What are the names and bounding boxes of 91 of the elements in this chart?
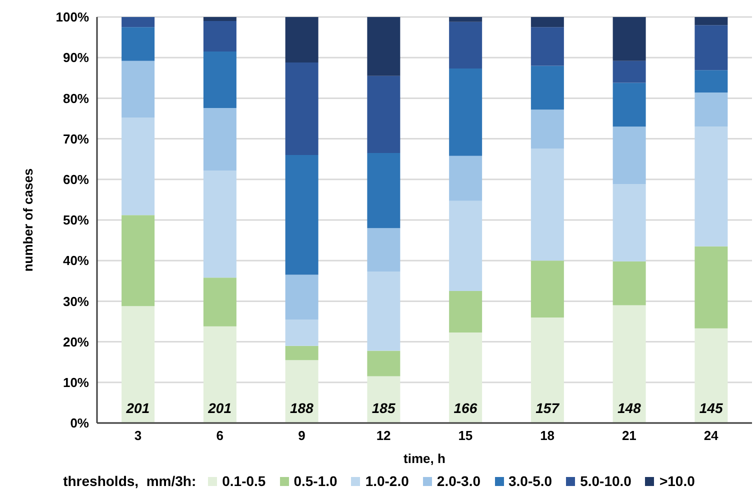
- bar: [694, 126, 728, 246]
- bar: [530, 317, 564, 423]
- bar: [694, 246, 728, 328]
- bar: [694, 17, 728, 26]
- legend-label: 0.1-0.5: [221, 473, 266, 489]
- bar: [612, 305, 646, 423]
- legend-label: 3.0-5.0: [508, 473, 552, 489]
- x-tick-label: 9: [298, 428, 306, 444]
- x-axis-title: time, h: [404, 451, 446, 466]
- y-tick-label: 70%: [62, 131, 90, 146]
- bar: [203, 326, 236, 423]
- bar: [694, 92, 728, 127]
- bar: [122, 27, 155, 61]
- bar: [203, 278, 236, 326]
- y-tick-label: 0%: [70, 416, 90, 431]
- bar: [449, 200, 482, 292]
- bar: [367, 228, 400, 272]
- x-tick-label: 18: [540, 428, 555, 444]
- bar: [694, 328, 728, 423]
- bar: [367, 17, 400, 76]
- bar: [285, 360, 318, 423]
- bar: [694, 25, 728, 70]
- annotation: 201: [125, 400, 150, 416]
- legend-label: 0.5-1.0: [292, 473, 338, 489]
- x-tick-label: 3: [134, 428, 142, 444]
- bar: [449, 17, 482, 22]
- y-tick-label: 50%: [62, 212, 90, 228]
- bar: [203, 17, 236, 22]
- bar: [449, 22, 482, 69]
- bar: [203, 170, 236, 278]
- bar: [612, 261, 646, 306]
- annotation: 201: [207, 400, 232, 416]
- bar: [285, 62, 318, 156]
- bar: [285, 17, 318, 62]
- bar: [122, 306, 155, 423]
- bar: [612, 17, 646, 61]
- bar: [285, 274, 318, 320]
- bar: [122, 215, 155, 306]
- y-tick-label: 80%: [62, 90, 90, 106]
- legend-label: 2.0-3.0: [436, 473, 480, 489]
- bar: [449, 156, 482, 201]
- bar: [612, 60, 646, 83]
- bar: [367, 76, 400, 154]
- annotation: 188: [290, 400, 314, 416]
- bar: [530, 148, 564, 261]
- bar: [449, 68, 482, 156]
- y-tick-label: 30%: [62, 294, 90, 309]
- legend-label: >10.0: [658, 473, 695, 489]
- legend-label: 1.0-2.0: [364, 473, 409, 489]
- bar: [367, 153, 400, 228]
- bar: [449, 332, 482, 423]
- bar: [122, 60, 155, 118]
- y-tick-label: 10%: [62, 375, 90, 390]
- bar: [530, 17, 564, 28]
- annotation: 166: [454, 400, 478, 416]
- bar: [612, 82, 646, 127]
- y-tick-label: 100%: [56, 10, 90, 25]
- bar: [285, 346, 318, 360]
- x-tick-label: 15: [458, 428, 473, 444]
- x-tick-label: 21: [622, 428, 636, 444]
- bar: [612, 126, 646, 184]
- annotation: 148: [618, 400, 642, 416]
- y-tick-label: 90%: [62, 50, 90, 66]
- bar: [449, 291, 482, 332]
- x-tick-label: 24: [704, 428, 720, 444]
- annotation: 145: [699, 400, 723, 416]
- bar: [285, 155, 318, 275]
- annotation: 157: [536, 400, 560, 416]
- x-tick-label: 6: [216, 428, 224, 444]
- y-tick-label: 60%: [62, 172, 90, 188]
- bar: [367, 272, 400, 351]
- bar: [530, 260, 564, 318]
- bar: [530, 66, 564, 110]
- bar: [203, 21, 236, 52]
- bar: [612, 184, 646, 262]
- y-axis-title: number of cases: [20, 168, 36, 272]
- bar: [367, 350, 400, 376]
- bar: [122, 118, 155, 216]
- legend-title: thresholds, mm/3h:: [63, 473, 196, 489]
- bar: [203, 52, 236, 108]
- bar: [530, 110, 564, 149]
- annotation: 185: [372, 400, 396, 416]
- bar: [122, 17, 155, 28]
- legend-label: 5.0-10.0: [579, 473, 632, 489]
- y-tick-label: 40%: [62, 253, 90, 268]
- bar: [285, 319, 318, 346]
- bar: [694, 70, 728, 93]
- bar: [530, 27, 564, 66]
- y-tick-label: 20%: [62, 334, 90, 350]
- bar: [203, 108, 236, 170]
- x-tick-label: 12: [376, 428, 391, 444]
